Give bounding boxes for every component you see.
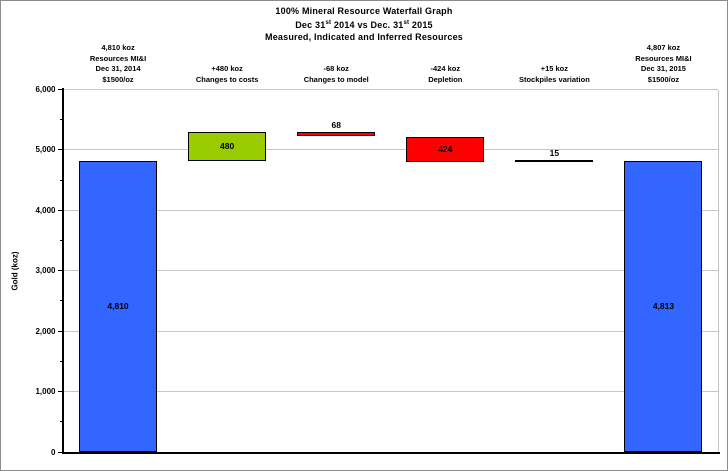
y-axis-tick-label: 4,000 [35, 205, 56, 215]
column-header-line: Resources MI&I [89, 53, 147, 63]
x-axis-line [62, 451, 720, 454]
y-axis-minor-tick [60, 360, 63, 362]
column-header-line: 4,807 koz [646, 43, 681, 52]
column-header-line: -68 koz [323, 64, 349, 73]
chart-title-line2: Dec 31st 2014 vs Dec. 31st 2015 [295, 20, 433, 30]
column-header-line: Dec 31, 2014 [95, 64, 141, 73]
waterfall-bar [624, 161, 703, 452]
y-axis-minor-tick [60, 119, 63, 121]
y-axis-line [62, 87, 64, 454]
y-axis-major-tick [58, 89, 63, 90]
bar-value-label: 15 [549, 148, 560, 159]
y-axis-tick-label: 1,000 [35, 387, 56, 397]
waterfall-bar [79, 161, 158, 452]
chart-title-line3: Measured, Indicated and Inferred Resourc… [265, 32, 463, 42]
bar-value-label: 4,813 [652, 301, 675, 312]
gridline [63, 391, 718, 393]
column-header-line: Stockpiles variation [518, 74, 590, 84]
column-header-line: -424 koz [430, 64, 461, 73]
column-header-line: $1500/oz [102, 74, 134, 84]
y-axis-tick-label: 2,000 [35, 326, 56, 336]
column-header-line: +480 koz [211, 64, 243, 73]
column-header: 4,807 koz Resources MI&I Dec 31, 2015 $1500… [609, 43, 718, 85]
gridline [63, 270, 718, 272]
column-header-line: Depletion [428, 74, 463, 84]
waterfall-bar [297, 132, 376, 137]
y-axis-major-tick [58, 451, 63, 453]
y-axis-major-tick [58, 149, 63, 151]
y-axis-minor-tick [60, 240, 63, 242]
y-axis-tick-label: 3,000 [35, 266, 56, 276]
bar-value-label: 68 [331, 120, 341, 131]
plot-right-border [718, 89, 719, 452]
y-axis-tick-label: 5,000 [35, 145, 56, 155]
column-header: +15 koz Stockpiles variation [500, 64, 609, 85]
gridline [63, 330, 718, 332]
column-header-line: Resources MI&I [635, 53, 692, 63]
waterfall-bar [188, 132, 267, 162]
bar-value-label: 424 [438, 143, 453, 154]
bar-value-label: 4,810 [107, 301, 129, 312]
column-header: -424 koz Depletion [391, 64, 500, 85]
y-axis-minor-tick [60, 300, 63, 302]
column-header: 4,810 koz Resources MI&I Dec 31, 2014 $1500… [64, 43, 173, 85]
y-axis-tick-label: 6,000 [35, 85, 56, 94]
gridline [63, 89, 718, 90]
y-axis-tick-label: 0 [51, 447, 56, 457]
y-axis-minor-tick [60, 179, 63, 181]
gridline [63, 149, 718, 151]
column-header-line: Changes to model [303, 74, 369, 84]
column-header-line: +15 koz [540, 64, 569, 73]
waterfall-bar-line [515, 160, 594, 163]
column-header: -68 koz Changes to model [282, 64, 391, 85]
column-header-line: 4,810 koz [101, 43, 135, 52]
y-axis-major-tick [58, 270, 63, 272]
column-header: +480 koz Changes to costs [173, 64, 282, 85]
y-axis-major-tick [58, 209, 63, 211]
y-axis-major-tick [58, 330, 63, 332]
bar-value-label: 480 [220, 141, 235, 152]
y-axis-major-tick [58, 391, 63, 393]
y-axis-minor-tick [60, 421, 63, 423]
waterfall-bar [406, 136, 485, 163]
gridline [63, 209, 718, 211]
column-header-line: Dec 31, 2015 [640, 64, 686, 73]
column-header-line: $1500/oz [647, 74, 680, 84]
column-header-line: Changes to costs [195, 74, 259, 84]
chart-title-line1: 100% Mineral Resource Waterfall Graph [275, 6, 453, 16]
chart-title: 100% Mineral Resource Waterfall Graph De… [1, 5, 727, 43]
